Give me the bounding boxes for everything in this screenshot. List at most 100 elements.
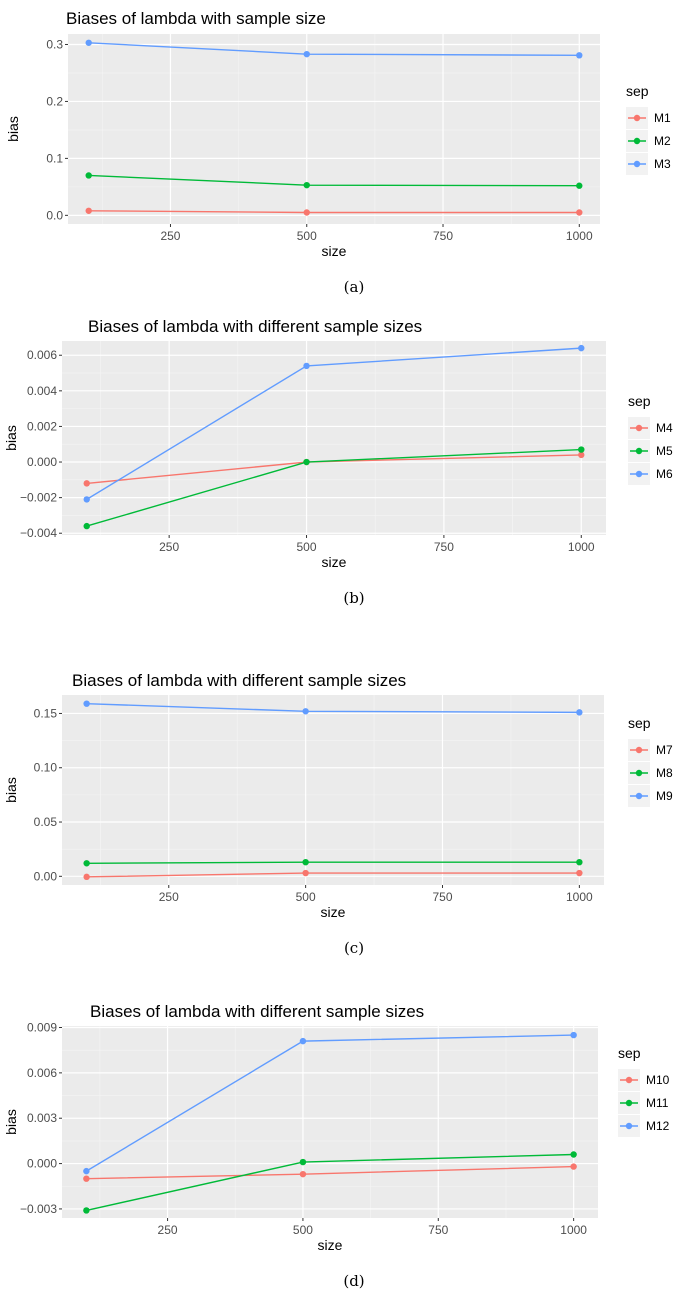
legend-title: sep xyxy=(628,393,651,409)
legend-entry-M4: M4 xyxy=(656,421,673,435)
legend-entry-M3: M3 xyxy=(654,157,671,171)
chart-panel-0: Biases of lambda with sample size 250 500 7… xyxy=(5,9,671,296)
data-point-M7 xyxy=(302,869,309,877)
data-point-M7 xyxy=(83,873,90,881)
x-axis-label: size xyxy=(322,554,347,570)
y-tick-label: −0.003 xyxy=(20,1202,57,1216)
legend: sep M10 M11 M12 xyxy=(618,1045,670,1137)
x-tick-label: 500 xyxy=(297,229,317,243)
data-point-M1 xyxy=(303,209,310,216)
data-point-M6 xyxy=(83,496,90,503)
legend-entry-M1: M1 xyxy=(654,111,671,125)
legend-entry-M2: M2 xyxy=(654,134,671,148)
y-tick-label: 0.003 xyxy=(27,1111,57,1125)
x-tick-label: 1000 xyxy=(566,890,593,904)
chart-title: Biases of lambda with different sample s… xyxy=(90,1002,424,1021)
data-point-M5 xyxy=(303,458,310,466)
x-tick-label: 750 xyxy=(433,229,453,243)
y-tick-label: −0.004 xyxy=(20,526,57,540)
x-axis-label: size xyxy=(322,243,347,259)
panel-caption: (b) xyxy=(343,589,364,607)
chart-title: Biases of lambda with different sample s… xyxy=(72,671,406,690)
x-tick-label: 250 xyxy=(159,890,179,904)
legend-title: sep xyxy=(626,83,649,99)
data-point-M10 xyxy=(299,1170,307,1178)
legend-key-point xyxy=(633,137,641,145)
y-axis-label: bias xyxy=(3,777,19,803)
legend-key-point xyxy=(635,792,643,800)
data-point-M11 xyxy=(570,1151,577,1158)
y-tick-label: 0.000 xyxy=(27,455,57,469)
legend-entry-M7: M7 xyxy=(656,743,673,757)
legend-title: sep xyxy=(618,1045,641,1061)
x-tick-label: 750 xyxy=(428,1223,448,1237)
x-tick-label: 500 xyxy=(297,540,317,554)
data-point-M9 xyxy=(83,700,90,707)
y-tick-label: 0.2 xyxy=(46,94,63,108)
data-point-M12 xyxy=(83,1167,90,1175)
data-point-M3 xyxy=(576,52,583,59)
y-tick-label: 0.05 xyxy=(34,815,58,829)
data-point-M10 xyxy=(83,1175,90,1182)
x-tick-label: 250 xyxy=(159,540,179,554)
legend-entry-M10: M10 xyxy=(646,1073,670,1087)
x-tick-label: 750 xyxy=(434,540,454,554)
data-point-M11 xyxy=(83,1207,90,1214)
x-tick-label: 1000 xyxy=(568,540,595,554)
data-point-M8 xyxy=(576,859,583,866)
legend-key-point xyxy=(635,769,643,777)
legend-title: sep xyxy=(628,715,651,731)
legend-key-point xyxy=(625,1076,633,1084)
panel-caption: (d) xyxy=(343,1272,364,1290)
data-point-M7 xyxy=(576,869,583,877)
legend-key-point xyxy=(625,1122,633,1130)
legend-key-point xyxy=(635,447,643,455)
panel-caption: (a) xyxy=(344,278,365,296)
legend-key-point xyxy=(635,746,643,754)
y-axis-label: bias xyxy=(3,425,19,451)
legend-entry-M5: M5 xyxy=(656,444,673,458)
data-point-M12 xyxy=(299,1037,307,1045)
legend: sep M7 M8 M9 xyxy=(628,715,673,807)
plot-background xyxy=(68,34,600,224)
y-axis-label: bias xyxy=(3,1109,19,1135)
data-point-M3 xyxy=(303,50,310,58)
legend: sep M4 M5 M6 xyxy=(628,393,673,485)
x-tick-label: 250 xyxy=(160,229,180,243)
y-axis-label: bias xyxy=(5,116,21,142)
data-point-M4 xyxy=(578,451,585,459)
data-point-M3 xyxy=(85,39,92,46)
chart-title: Biases of lambda with different sample s… xyxy=(88,317,422,336)
y-tick-label: 0.009 xyxy=(27,1021,57,1035)
data-point-M9 xyxy=(576,709,583,716)
x-tick-label: 250 xyxy=(158,1223,178,1237)
panel-caption: (c) xyxy=(344,939,364,957)
legend-entry-M11: M11 xyxy=(646,1096,669,1110)
data-point-M2 xyxy=(303,181,310,189)
data-point-M6 xyxy=(303,362,310,370)
legend-entry-M6: M6 xyxy=(656,467,673,481)
x-axis-label: size xyxy=(321,904,346,920)
x-tick-label: 500 xyxy=(293,1223,313,1237)
legend-key-point xyxy=(633,114,641,122)
x-tick-label: 750 xyxy=(432,890,452,904)
chart-panel-3: Biases of lambda with different sample s… xyxy=(3,1002,670,1290)
plot-background xyxy=(62,341,606,535)
y-tick-label: 0.002 xyxy=(27,419,57,433)
legend-key-point xyxy=(625,1099,633,1107)
data-point-M2 xyxy=(576,182,583,189)
x-axis-label: size xyxy=(318,1237,343,1253)
data-point-M5 xyxy=(578,446,585,453)
y-tick-label: 0.000 xyxy=(27,1157,57,1171)
y-tick-label: 0.10 xyxy=(34,761,58,775)
chart-title: Biases of lambda with sample size xyxy=(66,9,326,28)
y-tick-label: 0.006 xyxy=(27,1066,57,1080)
data-point-M1 xyxy=(85,207,92,214)
y-tick-label: −0.002 xyxy=(20,491,57,505)
data-point-M12 xyxy=(570,1031,577,1039)
plot-background xyxy=(62,695,604,885)
x-tick-label: 1000 xyxy=(566,229,593,243)
data-point-M2 xyxy=(85,172,92,179)
legend-entry-M9: M9 xyxy=(656,789,673,803)
